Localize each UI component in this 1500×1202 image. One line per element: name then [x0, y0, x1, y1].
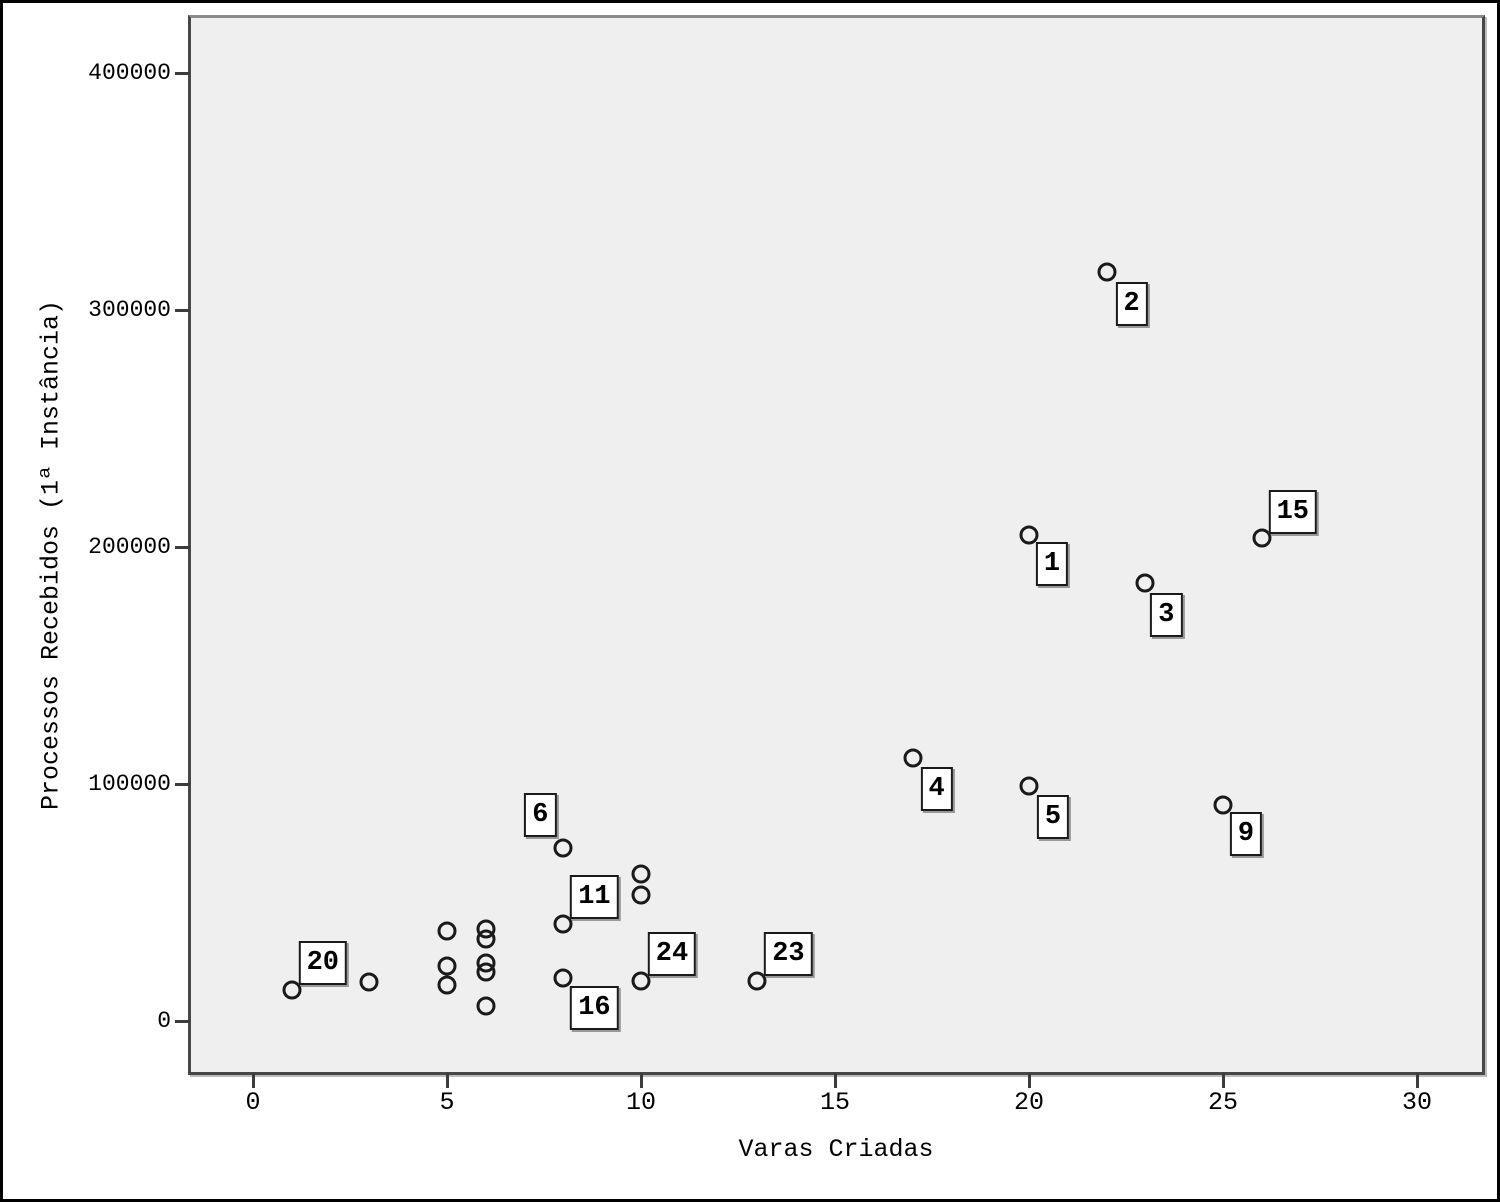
point-label: 15: [1268, 489, 1317, 534]
x-tick: [1221, 1073, 1225, 1088]
y-tick-label: 400000: [88, 60, 171, 86]
point-label: 4: [920, 766, 953, 811]
data-point: [359, 972, 379, 992]
x-tick: [1415, 1073, 1419, 1088]
x-tick-label: 10: [625, 1088, 656, 1117]
data-point: [553, 914, 573, 934]
data-point: [476, 996, 496, 1016]
point-label: 23: [764, 931, 813, 976]
x-tick-label: 5: [439, 1088, 455, 1117]
point-label: 11: [570, 874, 619, 919]
data-point: [631, 885, 651, 905]
data-point: [437, 921, 457, 941]
point-label: 24: [647, 931, 697, 976]
data-point: [631, 864, 651, 884]
y-tick-label: 300000: [88, 297, 171, 323]
data-point: [747, 971, 767, 991]
x-tick: [833, 1073, 837, 1088]
x-tick: [639, 1073, 643, 1088]
point-label: 3: [1150, 592, 1183, 637]
point-label: 2: [1115, 282, 1148, 327]
x-tick: [1027, 1073, 1031, 1088]
point-label: 9: [1229, 812, 1263, 857]
data-point: [476, 962, 496, 982]
data-point: [437, 956, 457, 976]
data-point: [1019, 776, 1039, 796]
y-tick: [175, 308, 190, 312]
y-tick: [175, 1019, 190, 1023]
x-tick: [251, 1073, 255, 1088]
point-label: 20: [298, 941, 347, 986]
x-tick-label: 25: [1207, 1088, 1238, 1117]
plot-area: [188, 15, 1485, 1075]
x-tick: [445, 1073, 449, 1088]
point-label: 1: [1035, 542, 1069, 587]
point-label: 16: [570, 986, 619, 1031]
data-point: [553, 838, 573, 858]
x-tick-label: 15: [819, 1088, 850, 1117]
data-point: [1252, 528, 1272, 548]
y-tick-label: 100000: [88, 771, 171, 797]
data-point: [476, 929, 496, 949]
data-point: [903, 748, 923, 768]
y-tick-label: 0: [157, 1008, 171, 1034]
y-tick: [175, 782, 190, 786]
y-tick-label: 200000: [88, 534, 171, 560]
point-label: 5: [1036, 795, 1070, 840]
data-point: [553, 968, 573, 988]
x-axis-title: Varas Criadas: [738, 1135, 934, 1164]
data-point: [1019, 525, 1039, 545]
x-tick-label: 0: [245, 1088, 261, 1117]
data-point: [1097, 262, 1117, 282]
x-tick-label: 20: [1013, 1088, 1044, 1117]
data-point: [1213, 795, 1233, 815]
y-tick: [175, 545, 190, 549]
point-label: 6: [524, 792, 557, 837]
data-point: [282, 980, 302, 1000]
x-tick-label: 30: [1401, 1088, 1432, 1117]
y-tick: [175, 71, 190, 75]
data-point: [437, 975, 457, 995]
data-point: [1135, 573, 1155, 593]
data-point: [631, 971, 651, 991]
